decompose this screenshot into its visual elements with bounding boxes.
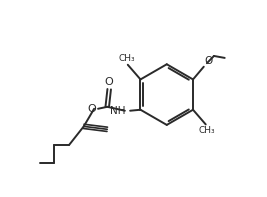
Text: NH: NH — [110, 106, 126, 116]
Text: CH₃: CH₃ — [119, 54, 135, 63]
Text: O: O — [87, 104, 96, 114]
Text: CH₃: CH₃ — [198, 126, 215, 135]
Text: O: O — [204, 56, 213, 66]
Text: O: O — [105, 77, 113, 87]
